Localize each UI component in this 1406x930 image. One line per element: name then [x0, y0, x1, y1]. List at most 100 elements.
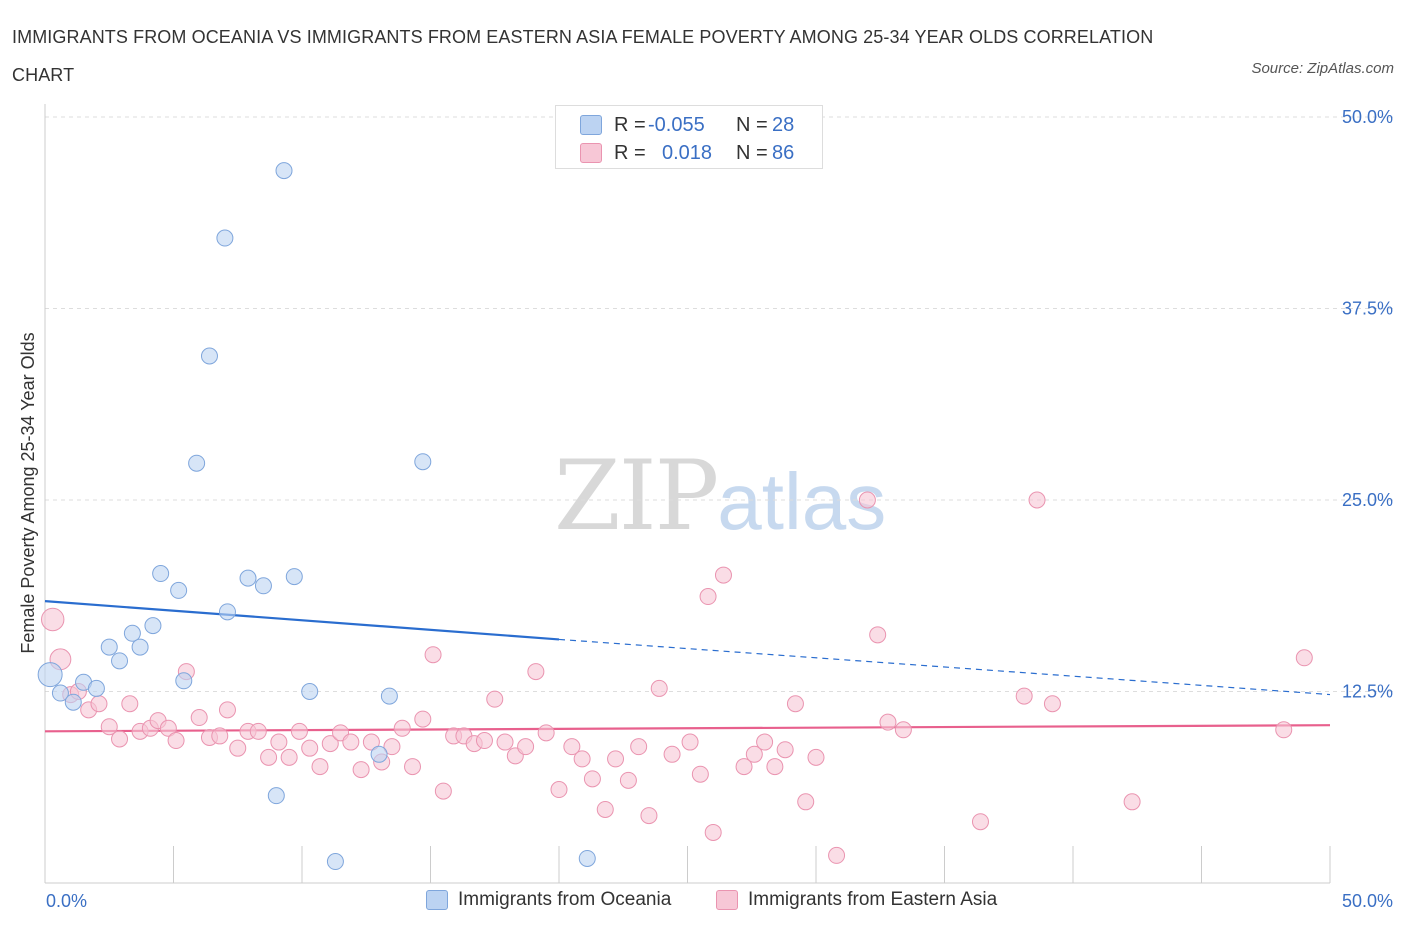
oceania-point — [188, 454, 206, 472]
eastern-asia-point — [424, 646, 442, 664]
oceania-swatch — [580, 115, 602, 135]
eastern-asia-point — [342, 733, 360, 751]
eastern-asia-point — [869, 626, 887, 644]
eastern-asia-swatch — [580, 143, 602, 163]
y-tick-label: 50.0% — [1342, 107, 1393, 127]
eastern-asia-point — [1123, 793, 1141, 811]
eastern-asia-point — [650, 679, 668, 697]
legend-label: Immigrants from Eastern Asia — [748, 889, 998, 910]
r-label: R = — [614, 142, 646, 164]
r-value: -0.055 — [648, 114, 705, 136]
eastern-asia-point — [414, 710, 432, 728]
eastern-asia-point — [434, 782, 452, 800]
oceania-swatch — [426, 890, 448, 910]
eastern-asia-point — [691, 765, 709, 783]
eastern-asia-point — [756, 733, 774, 751]
oceania-point — [218, 603, 236, 621]
eastern-asia-point — [280, 748, 298, 766]
oceania-point — [64, 693, 82, 711]
eastern-asia-point — [663, 745, 681, 763]
r-value: 0.018 — [662, 142, 713, 164]
eastern-asia-trend-line — [44, 724, 1331, 733]
eastern-asia-point — [681, 733, 699, 751]
n-label: N = — [736, 114, 768, 136]
eastern-asia-point — [90, 695, 108, 713]
oceania-point — [131, 638, 149, 656]
eastern-asia-point — [486, 690, 504, 708]
eastern-asia-point — [249, 722, 267, 740]
oceania-trend-extension — [558, 638, 1331, 696]
watermark-atlas: atlas — [717, 457, 887, 546]
n-value: 86 — [772, 142, 795, 164]
oceania-point — [285, 568, 303, 586]
eastern-asia-point — [573, 750, 591, 768]
eastern-asia-point — [630, 738, 648, 756]
eastern-asia-point — [596, 800, 614, 818]
tick-labels: 12.5% 25.0% 37.5% 50.0% 0.0% 50.0% Female Pove… — [18, 107, 1393, 911]
eastern-asia-point — [828, 846, 846, 864]
y-tick-label: 25.0% — [1342, 490, 1393, 510]
legend-label: Immigrants from Oceania — [458, 889, 672, 910]
oceania-point — [200, 347, 218, 365]
oceania-point — [144, 617, 162, 635]
trend-lines — [44, 600, 1331, 733]
oceania-point — [216, 229, 234, 247]
eastern-asia-point — [393, 719, 411, 737]
eastern-asia-point — [704, 823, 722, 841]
eastern-asia-point — [699, 588, 717, 606]
eastern-asia-point — [321, 735, 339, 753]
eastern-asia-point — [1295, 649, 1313, 667]
eastern-asia-point — [776, 741, 794, 759]
eastern-asia-point — [270, 733, 288, 751]
eastern-asia-point — [1043, 695, 1061, 713]
eastern-asia-point — [301, 739, 319, 757]
eastern-asia-point — [537, 724, 555, 742]
eastern-asia-point — [352, 761, 370, 779]
oceania-point — [267, 787, 285, 805]
eastern-asia-point — [311, 758, 329, 776]
eastern-asia-point — [1015, 687, 1033, 705]
oceania-trend-line — [44, 600, 560, 641]
eastern-asia-point — [607, 750, 625, 768]
eastern-asia-point — [496, 733, 514, 751]
eastern-asia-point — [475, 732, 493, 750]
x-tick-label: 0.0% — [46, 891, 87, 911]
eastern-asia-point — [807, 748, 825, 766]
oceania-point — [37, 662, 63, 688]
eastern-asia-point — [786, 695, 804, 713]
eastern-asia-point — [766, 758, 784, 776]
oceania-point — [123, 624, 141, 642]
eastern-asia-point — [527, 663, 545, 681]
oceania-point — [326, 853, 344, 871]
oceania-point — [87, 679, 105, 697]
oceania-point — [254, 577, 272, 595]
eastern-asia-point — [211, 727, 229, 745]
oceania-point — [111, 652, 129, 670]
eastern-asia-point — [362, 733, 380, 751]
chart-title: IMMIGRANTS FROM OCEANIA VS IMMIGRANTS FR… — [12, 27, 1154, 85]
eastern-asia-point — [714, 566, 732, 584]
eastern-asia-point — [858, 491, 876, 509]
source-label: Source: ZipAtlas.com — [1251, 60, 1394, 77]
eastern-asia-point — [563, 738, 581, 756]
watermark-zip: ZIP — [554, 440, 719, 552]
oceania-point — [175, 672, 193, 690]
eastern-asia-point — [894, 721, 912, 739]
eastern-asia-point — [111, 730, 129, 748]
eastern-asia-point — [619, 771, 637, 789]
oceania-point — [301, 683, 319, 700]
eastern-asia-point — [640, 807, 658, 825]
eastern-asia-point — [383, 738, 401, 756]
oceania-point — [170, 581, 188, 599]
oceania-point — [51, 684, 69, 702]
eastern-asia-point — [879, 713, 897, 731]
eastern-asia-point — [290, 722, 308, 740]
y-axis-label: Female Poverty Among 25-34 Year Olds — [18, 332, 38, 653]
oceania-point — [380, 687, 398, 705]
eastern-asia-point — [1028, 491, 1046, 509]
eastern-asia-point — [41, 607, 65, 632]
eastern-asia-point — [167, 732, 185, 750]
eastern-asia-point — [797, 793, 815, 811]
oceania-point — [152, 565, 170, 583]
